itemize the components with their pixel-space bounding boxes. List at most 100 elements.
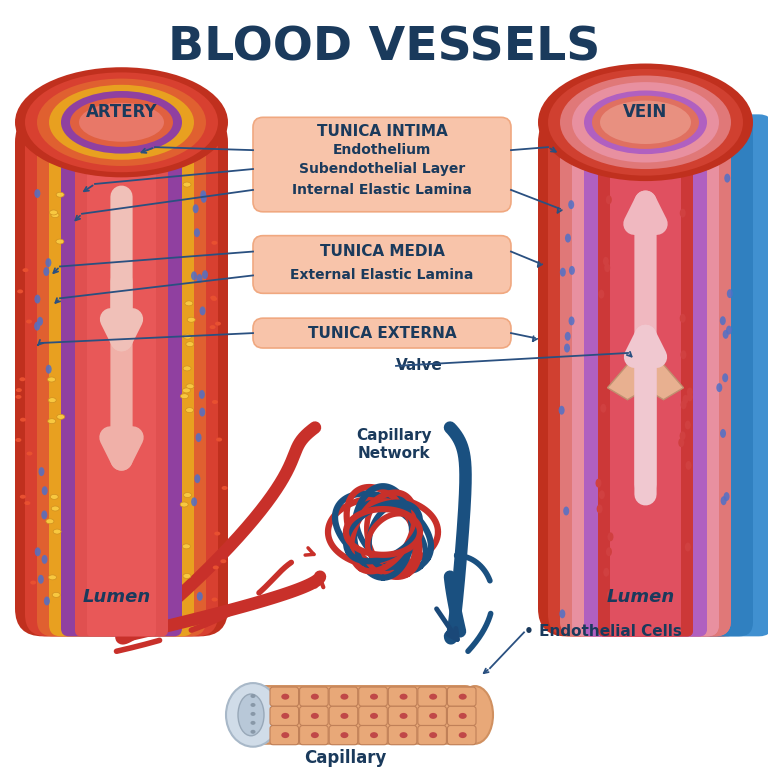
Ellipse shape <box>250 730 256 733</box>
FancyBboxPatch shape <box>359 687 387 707</box>
FancyBboxPatch shape <box>25 114 218 637</box>
Ellipse shape <box>564 332 571 341</box>
Ellipse shape <box>429 732 437 738</box>
Ellipse shape <box>51 506 59 511</box>
Ellipse shape <box>20 418 26 422</box>
Ellipse shape <box>370 713 378 719</box>
Ellipse shape <box>48 377 55 382</box>
FancyBboxPatch shape <box>448 726 476 745</box>
Ellipse shape <box>26 319 32 323</box>
Ellipse shape <box>250 721 256 725</box>
FancyBboxPatch shape <box>389 726 417 745</box>
Ellipse shape <box>183 388 190 393</box>
Ellipse shape <box>202 270 208 279</box>
FancyBboxPatch shape <box>418 707 446 726</box>
Ellipse shape <box>213 565 219 569</box>
Ellipse shape <box>191 271 197 280</box>
FancyBboxPatch shape <box>389 687 417 707</box>
Ellipse shape <box>35 548 41 556</box>
Ellipse shape <box>458 732 467 738</box>
Ellipse shape <box>281 713 290 719</box>
Text: Capillary
Network: Capillary Network <box>356 429 432 461</box>
Ellipse shape <box>48 575 57 580</box>
Polygon shape <box>607 353 647 399</box>
Ellipse shape <box>604 263 611 273</box>
FancyBboxPatch shape <box>15 114 228 637</box>
Ellipse shape <box>370 694 378 700</box>
FancyBboxPatch shape <box>329 687 358 707</box>
Ellipse shape <box>48 419 56 424</box>
Ellipse shape <box>686 461 691 470</box>
Ellipse shape <box>603 257 609 266</box>
Ellipse shape <box>182 544 190 549</box>
Ellipse shape <box>186 408 194 412</box>
Text: Internal Elastic Lamina: Internal Elastic Lamina <box>292 183 472 197</box>
Ellipse shape <box>726 326 732 335</box>
Ellipse shape <box>370 732 378 738</box>
Text: VEIN: VEIN <box>624 104 667 121</box>
Ellipse shape <box>564 343 570 353</box>
Ellipse shape <box>720 316 726 325</box>
Ellipse shape <box>38 467 45 476</box>
Ellipse shape <box>250 703 256 707</box>
Ellipse shape <box>220 559 227 563</box>
Ellipse shape <box>560 268 566 276</box>
Ellipse shape <box>45 258 51 267</box>
FancyBboxPatch shape <box>37 114 206 637</box>
Ellipse shape <box>56 239 64 244</box>
Ellipse shape <box>183 366 191 371</box>
Ellipse shape <box>311 694 319 700</box>
Text: External Elastic Lamina: External Elastic Lamina <box>290 269 474 283</box>
Ellipse shape <box>724 174 730 183</box>
FancyBboxPatch shape <box>270 707 299 726</box>
Ellipse shape <box>572 82 719 163</box>
FancyBboxPatch shape <box>548 114 743 637</box>
Ellipse shape <box>186 342 194 346</box>
Ellipse shape <box>598 290 604 299</box>
Ellipse shape <box>48 398 56 402</box>
FancyBboxPatch shape <box>61 114 182 637</box>
Ellipse shape <box>680 432 686 440</box>
Ellipse shape <box>727 290 733 298</box>
Ellipse shape <box>226 683 280 746</box>
Ellipse shape <box>214 531 220 535</box>
Ellipse shape <box>595 478 601 488</box>
Text: Lumen: Lumen <box>82 588 151 606</box>
Ellipse shape <box>687 392 693 402</box>
Ellipse shape <box>678 439 684 447</box>
Ellipse shape <box>563 507 569 515</box>
Ellipse shape <box>194 474 200 483</box>
Ellipse shape <box>200 194 207 203</box>
FancyBboxPatch shape <box>253 318 511 348</box>
Ellipse shape <box>56 192 65 197</box>
Ellipse shape <box>53 529 61 534</box>
Ellipse shape <box>720 429 726 438</box>
Ellipse shape <box>34 322 40 331</box>
Ellipse shape <box>281 732 290 738</box>
Ellipse shape <box>197 274 203 283</box>
Ellipse shape <box>199 390 205 399</box>
Ellipse shape <box>601 404 606 412</box>
Ellipse shape <box>184 492 191 498</box>
Ellipse shape <box>538 64 753 181</box>
Ellipse shape <box>61 91 182 154</box>
FancyBboxPatch shape <box>676 114 753 637</box>
Text: ARTERY: ARTERY <box>86 104 157 121</box>
Ellipse shape <box>680 400 687 409</box>
Ellipse shape <box>606 195 612 204</box>
Ellipse shape <box>250 712 256 716</box>
Ellipse shape <box>30 581 36 584</box>
Text: • Endothelial Cells: • Endothelial Cells <box>524 624 682 639</box>
Ellipse shape <box>41 555 48 564</box>
Ellipse shape <box>210 325 216 329</box>
FancyBboxPatch shape <box>300 707 328 726</box>
Ellipse shape <box>199 408 205 416</box>
Ellipse shape <box>44 597 50 605</box>
Ellipse shape <box>429 713 437 719</box>
Ellipse shape <box>52 592 60 598</box>
Ellipse shape <box>15 438 22 442</box>
Ellipse shape <box>183 182 191 187</box>
Ellipse shape <box>183 574 191 578</box>
Ellipse shape <box>216 438 222 442</box>
Ellipse shape <box>38 574 44 584</box>
